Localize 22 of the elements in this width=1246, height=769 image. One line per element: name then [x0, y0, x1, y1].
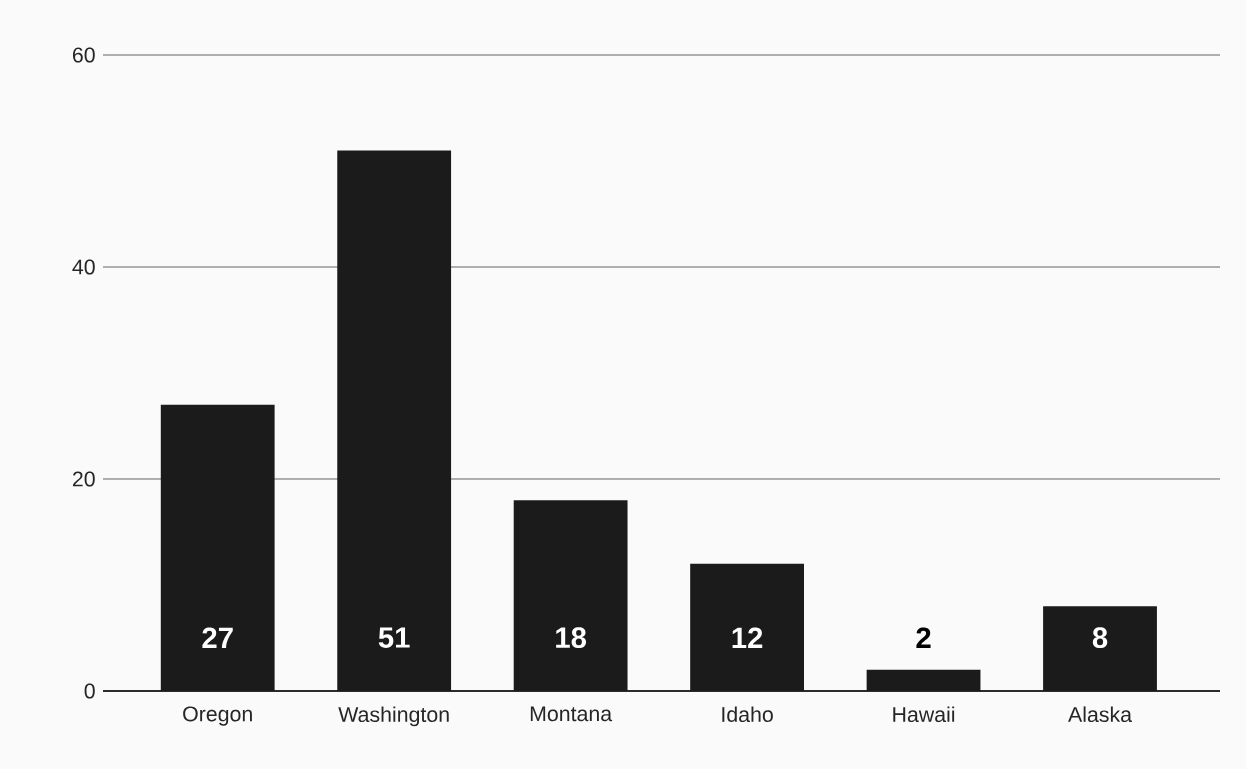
bar [513, 500, 628, 691]
x-tick-label: Oregon [183, 706, 252, 726]
x-tick-label: Hawaii [893, 706, 955, 723]
y-tick-label: 20 [72, 471, 95, 487]
y-tick-label: 40 [72, 259, 95, 275]
bar [1043, 606, 1157, 691]
bar [160, 404, 275, 691]
x-tick-label: Alaska [1068, 706, 1133, 723]
x-tick-label: Washington [338, 706, 449, 727]
data-label: 2 [916, 627, 931, 648]
data-label: 12 [732, 627, 763, 648]
x-tick-label: Montana [530, 706, 613, 722]
y-tick-label: 0 [84, 683, 95, 699]
data-label: 8 [1092, 627, 1108, 649]
bar [866, 669, 981, 691]
x-tick-label: Idaho [722, 706, 773, 723]
bar [337, 150, 452, 691]
y-tick-label: 60 [72, 47, 95, 63]
data-label: 51 [378, 627, 410, 648]
bar [690, 563, 804, 691]
data-label: 27 [202, 627, 233, 648]
data-label: 18 [556, 627, 587, 649]
